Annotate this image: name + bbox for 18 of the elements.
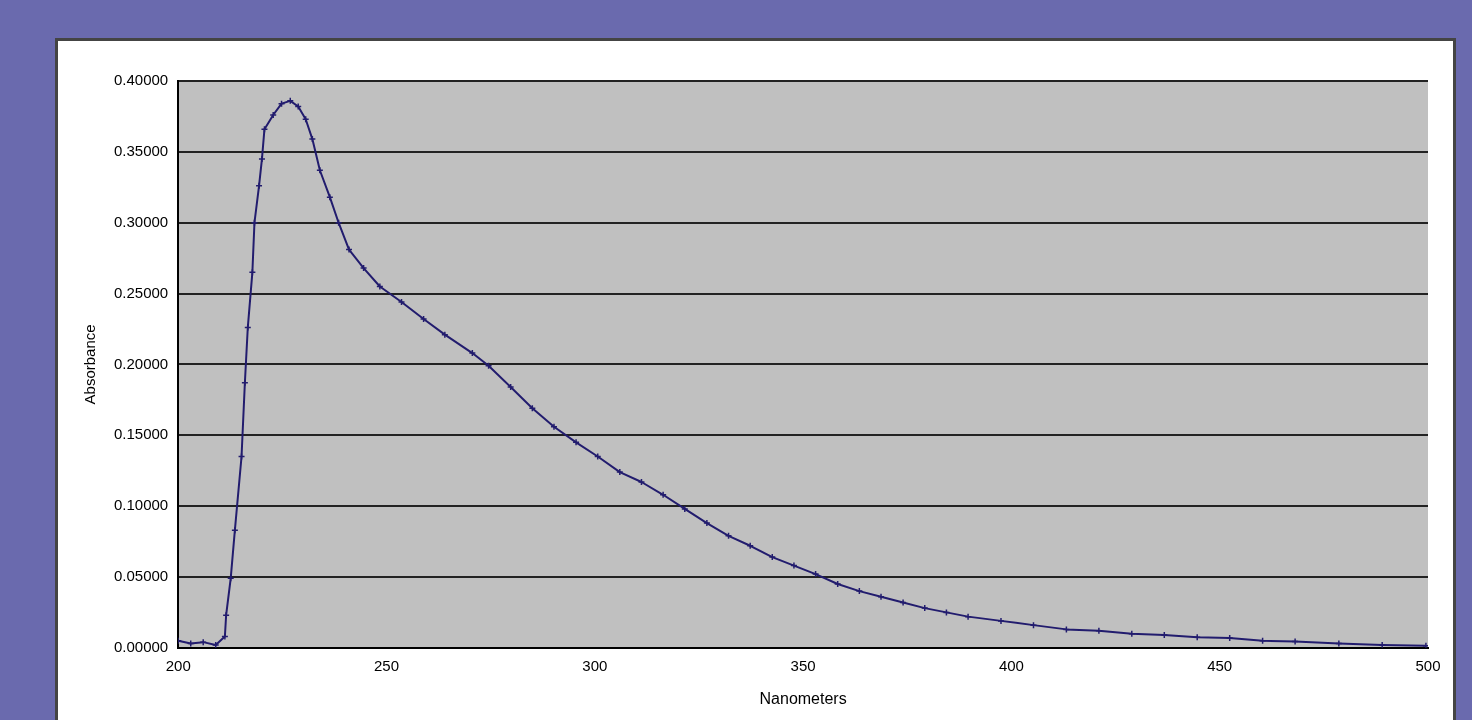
x-tick-label: 450 (1207, 657, 1233, 675)
x-tick-label: 200 (165, 657, 191, 675)
y-tick-label: 0.35000 (113, 141, 169, 159)
x-tick-label: 300 (582, 657, 608, 675)
y-tick-label: 0.15000 (113, 425, 169, 443)
x-tick-label: 350 (790, 657, 816, 675)
y-tick-label: 0.40000 (113, 71, 169, 89)
y-tick-label: 0.25000 (113, 283, 169, 301)
y-tick-label: 0.00000 (113, 637, 169, 655)
y-tick-label: 0.05000 (113, 567, 169, 585)
y-tick-label: 0.30000 (113, 212, 169, 230)
y-tick-label: 0.10000 (113, 496, 169, 514)
x-axis-title: Nanometers (759, 689, 847, 707)
y-axis-title: Absorbance (81, 324, 99, 405)
x-tick-label: 400 (998, 657, 1024, 675)
y-tick-label: 0.20000 (113, 354, 169, 372)
x-tick-label: 500 (1415, 657, 1441, 675)
x-tick-label: 250 (374, 657, 400, 675)
